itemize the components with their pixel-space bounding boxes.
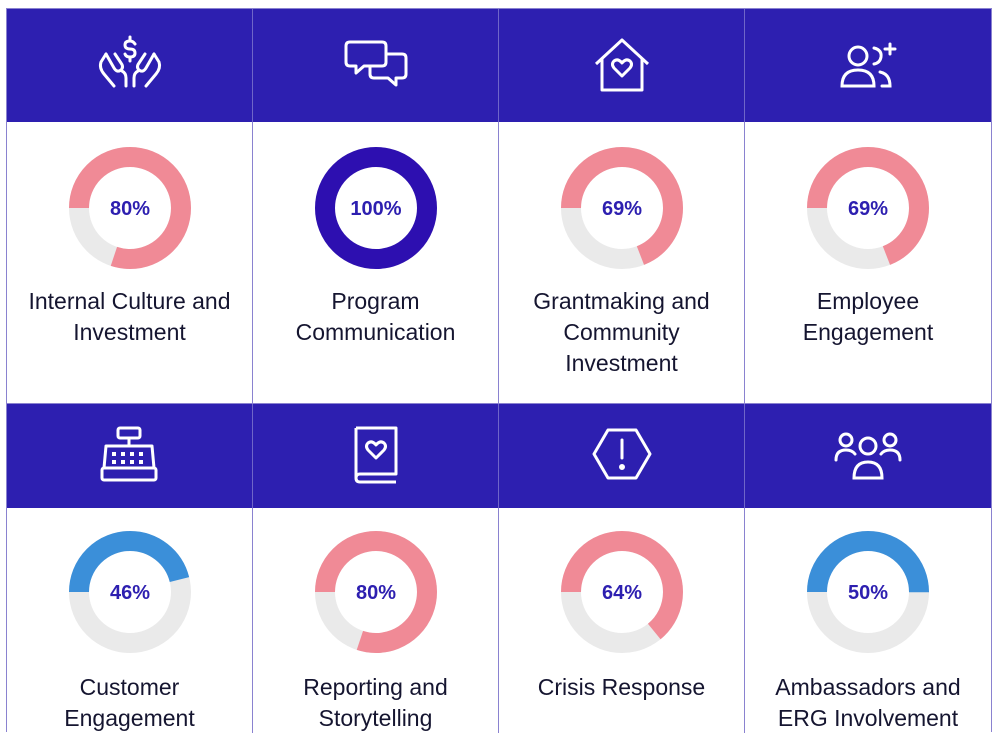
metrics-grid: 80% Internal Culture and Investment 100% P… [6, 8, 992, 733]
metric-label: Grantmaking and Community Investment [533, 288, 710, 376]
metric-card: 46% Customer Engagement [7, 508, 253, 733]
metric-label: Customer Engagement [64, 674, 195, 731]
donut-chart: 69% [560, 146, 684, 270]
donut-chart: 80% [68, 146, 192, 270]
percentage-label: 80% [109, 198, 149, 220]
donut-chart: 46% [68, 530, 192, 654]
house-heart-icon [594, 38, 649, 91]
donut-value-arc [560, 147, 683, 269]
user-add-icon [840, 42, 897, 87]
donut-chart: 50% [806, 530, 930, 654]
metric-card: 69% Grantmaking and Community Investment [499, 122, 745, 404]
percentage-label: 46% [109, 582, 149, 604]
donut-chart: 64% [560, 530, 684, 654]
percentage-label: 100% [350, 198, 401, 220]
metric-card: 69% Employee Engagement [745, 122, 991, 404]
metric-label: Internal Culture and Investment [28, 288, 231, 345]
metric-card: 80% Internal Culture and Investment [7, 122, 253, 404]
chat-bubbles-icon [344, 40, 407, 86]
header-cell [7, 404, 253, 508]
header-cell [7, 9, 253, 122]
header-cell [745, 404, 991, 508]
header-cell [253, 9, 499, 122]
percentage-label: 50% [848, 582, 888, 604]
metric-label: Employee Engagement [802, 288, 934, 345]
metric-card: 100% Program Communication [253, 122, 499, 404]
percentage-label: 69% [848, 198, 888, 220]
header-cell [499, 404, 745, 508]
percentage-label: 80% [355, 582, 395, 604]
group-icon [834, 432, 902, 480]
donut-value-arc [807, 531, 929, 653]
donut-value-arc [314, 147, 437, 269]
percentage-label: 64% [601, 582, 641, 604]
metric-label: Reporting and Storytelling [303, 674, 448, 731]
metric-card: 80% Reporting and Storytelling [253, 508, 499, 733]
header-cell [499, 9, 745, 122]
alert-hexagon-icon [592, 428, 651, 480]
percentage-label: 69% [601, 198, 641, 220]
donut-chart: 80% [314, 530, 438, 654]
donut-value-arc [314, 531, 437, 653]
donut-chart: 100% [314, 146, 438, 270]
donut-value-arc [807, 147, 929, 269]
metric-card: 64% Crisis Response [499, 508, 745, 733]
metric-label: Ambassadors and ERG Involvement [775, 674, 961, 731]
donut-value-arc [68, 531, 191, 653]
metric-card: 50% Ambassadors and ERG Involvement [745, 508, 991, 733]
donut-chart: 69% [806, 146, 930, 270]
donut-value-arc [68, 147, 191, 269]
header-cell [253, 404, 499, 508]
book-heart-icon [354, 426, 397, 484]
cash-register-icon [100, 426, 157, 482]
donut-value-arc [560, 531, 683, 653]
metric-label: Crisis Response [537, 674, 706, 700]
metric-label: Program Communication [295, 288, 456, 345]
hands-dollar-icon [98, 35, 161, 87]
header-cell [745, 9, 991, 122]
